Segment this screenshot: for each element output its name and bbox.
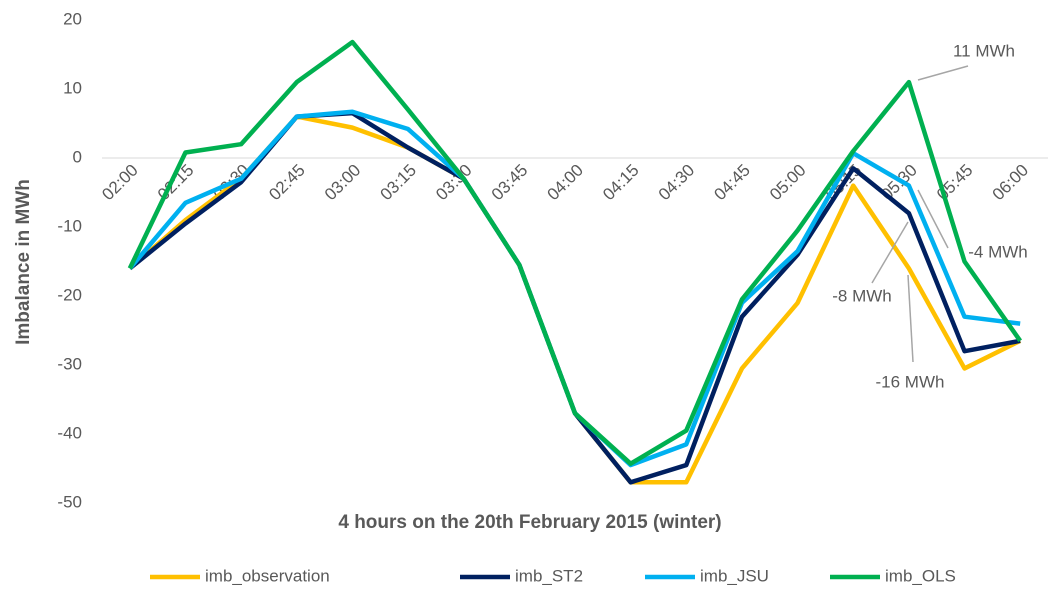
legend-label: imb_observation <box>205 566 330 585</box>
y-tick-label: 0 <box>73 147 82 166</box>
y-tick-label: 10 <box>63 78 82 97</box>
annotation-leader <box>917 65 969 81</box>
x-tick-label: 05:00 <box>766 161 810 205</box>
x-tick-label: 04:00 <box>543 161 587 205</box>
annotation-leader <box>871 221 909 284</box>
legend-label: imb_JSU <box>700 566 769 585</box>
y-tick-label: -50 <box>57 492 82 511</box>
x-tick-label: 02:45 <box>265 161 309 205</box>
annotation: 11 MWh <box>953 41 1015 60</box>
x-tick-label: 03:00 <box>321 161 365 205</box>
x-tick-label: 03:15 <box>377 161 421 205</box>
x-tick-label: 02:15 <box>154 161 198 205</box>
x-axis-title: 4 hours on the 20th February 2015 (winte… <box>338 512 721 533</box>
x-tick-label: 02:00 <box>98 161 142 205</box>
annotation: -16 MWh <box>876 372 945 391</box>
x-tick-label: 04:45 <box>710 161 754 205</box>
annotation: -4 MWh <box>968 242 1028 261</box>
legend-label: imb_ST2 <box>515 566 583 585</box>
y-tick-label: -40 <box>57 423 82 442</box>
annotation-leader <box>917 189 949 249</box>
y-tick-label: -30 <box>57 354 82 373</box>
annotation-leader <box>907 274 914 363</box>
x-tick-label: 03:45 <box>488 161 532 205</box>
y-tick-label: -20 <box>57 285 82 304</box>
y-tick-label: 20 <box>63 9 82 28</box>
annotation: -8 MWh <box>832 286 892 305</box>
x-tick-label: 04:15 <box>599 161 643 205</box>
x-tick-label: 04:30 <box>655 161 699 205</box>
x-tick-label: 06:00 <box>989 161 1033 205</box>
y-tick-label: -10 <box>57 216 82 235</box>
legend-label: imb_OLS <box>885 566 956 585</box>
series-line <box>127 39 1023 466</box>
y-axis-title: Imbalance in MWh <box>13 179 34 345</box>
